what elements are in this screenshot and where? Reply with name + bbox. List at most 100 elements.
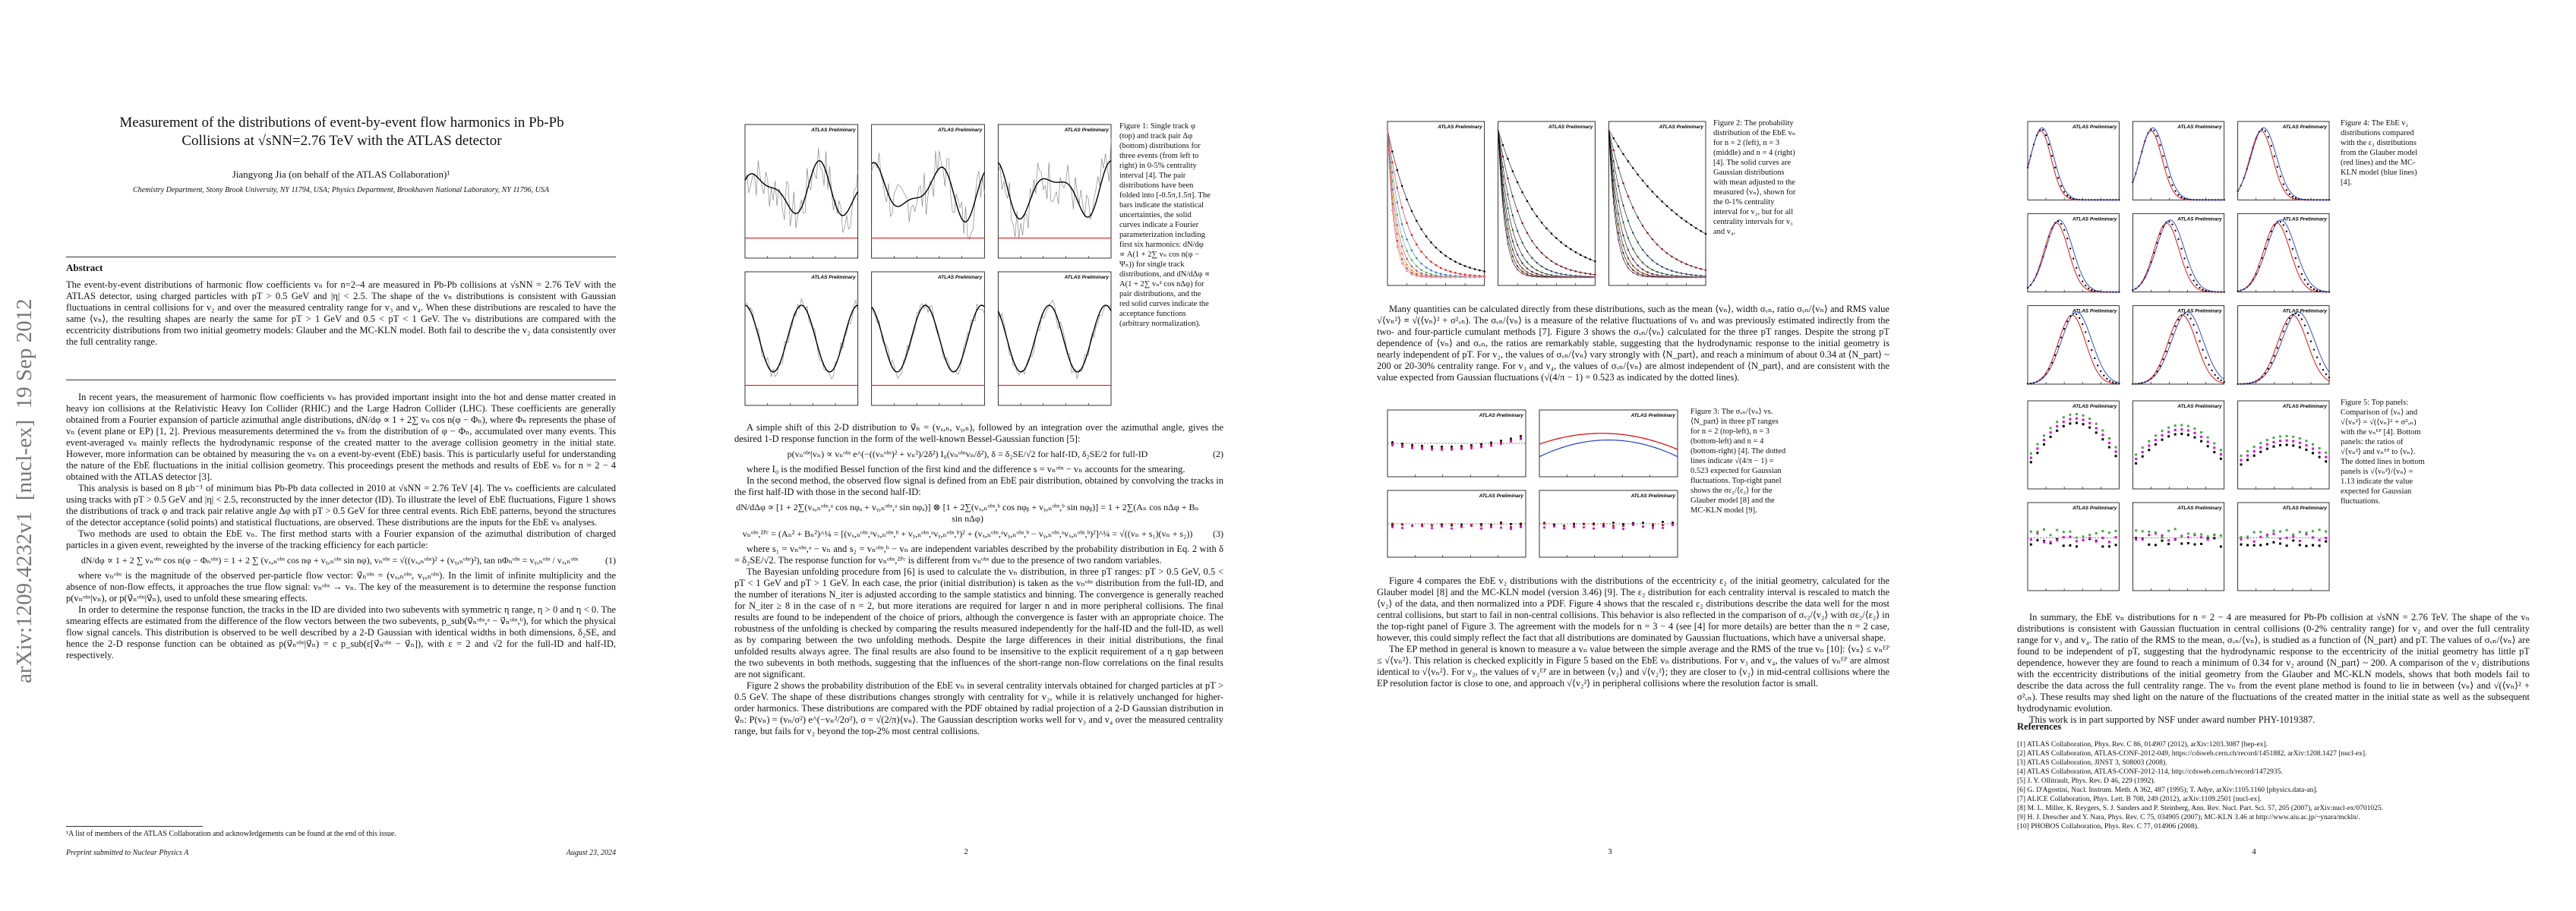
- point: [2200, 536, 2203, 539]
- curve: [2237, 219, 2330, 292]
- reference: [1] ATLAS Collaboration, Phys. Rev. C 86…: [2017, 741, 2268, 749]
- point: [2270, 361, 2272, 364]
- point: [2306, 332, 2309, 334]
- point: [2264, 130, 2266, 132]
- point: [2272, 532, 2275, 535]
- point: [2135, 462, 2138, 465]
- point: [2075, 536, 2078, 539]
- point: [1662, 524, 1664, 527]
- point: [2161, 433, 2164, 437]
- point: [2062, 424, 2065, 427]
- point: [2135, 458, 2138, 461]
- point: [2272, 445, 2275, 448]
- point: [2240, 459, 2243, 462]
- figure-panel: ATLAS Preliminary: [2027, 400, 2120, 490]
- point: [2041, 129, 2044, 131]
- point: [2088, 426, 2091, 429]
- panel-label: ATLAS Preliminary: [2282, 404, 2328, 409]
- body-text: Many quantities can be calculated direct…: [1377, 304, 1889, 383]
- point: [2298, 446, 2301, 449]
- curve: [1387, 129, 1485, 278]
- points: [1386, 128, 1485, 279]
- point: [1500, 443, 1502, 446]
- point: [1642, 525, 1644, 528]
- panel-frame: [1387, 409, 1526, 478]
- equation: vₙᵒᵇˢ,²ᴾᶜ = (Aₙ² + Bₙ²)^¼ = [(vₓ,ₙᵒᵇˢ,ᵃv…: [734, 528, 1223, 540]
- point: [2219, 452, 2222, 456]
- point: [2322, 368, 2325, 371]
- panel-frame: [2027, 305, 2120, 385]
- panel-label: ATLAS Preliminary: [1064, 275, 1110, 280]
- point: [2202, 288, 2204, 291]
- point: [2107, 437, 2110, 440]
- point: [2085, 331, 2087, 333]
- figure: ATLAS Preliminary ATLAS Preliminary ATLAS …: [1387, 409, 1678, 558]
- panel-frame: [2027, 213, 2120, 293]
- point: [2292, 444, 2295, 447]
- point: [1612, 524, 1615, 527]
- figure-panel: ATLAS Preliminary: [997, 124, 1112, 259]
- paragraph: Figure 2 shows the probability distribut…: [734, 680, 1223, 736]
- point: [2186, 424, 2189, 427]
- paragraph: A simple shift of this 2-D distribution …: [734, 422, 1223, 444]
- point: [2318, 544, 2321, 547]
- point: [2298, 544, 2301, 547]
- point: [2206, 445, 2209, 448]
- point: [1612, 526, 1615, 529]
- figure-panel: ATLAS Preliminary: [2132, 305, 2225, 385]
- point: [2062, 544, 2065, 547]
- point: [2196, 331, 2198, 334]
- point: [2167, 543, 2170, 546]
- curve: [2132, 127, 2224, 200]
- points: [1497, 128, 1596, 263]
- curve: [744, 148, 859, 233]
- point: [2318, 456, 2321, 459]
- point: [2101, 536, 2104, 539]
- point: [2219, 534, 2222, 537]
- point: [2285, 536, 2288, 539]
- point: [2075, 540, 2078, 543]
- point: [2219, 545, 2222, 548]
- point: [2223, 380, 2225, 383]
- panel-label: ATLAS Preliminary: [2072, 506, 2117, 511]
- point: [2193, 543, 2196, 546]
- point: [2297, 266, 2300, 268]
- panel-frame: [1608, 121, 1706, 286]
- point: [2196, 284, 2198, 286]
- curve: [1608, 129, 1706, 278]
- point: [2285, 230, 2288, 232]
- paragraph: where vₙᵒᵇˢ is the magnitude of the obse…: [66, 570, 616, 604]
- point: [2082, 414, 2085, 417]
- paragraph: where I₀ is the modified Bessel function…: [747, 464, 1185, 474]
- point: [2199, 340, 2201, 342]
- curve: [2237, 131, 2329, 200]
- figure: ATLAS Preliminary ATLAS Preliminary ATLAS …: [2026, 121, 2331, 386]
- point: [1632, 523, 1634, 526]
- point: [2165, 166, 2167, 169]
- point: [2180, 535, 2183, 538]
- point: [2036, 532, 2039, 535]
- point: [2272, 437, 2275, 440]
- point: [2036, 452, 2039, 455]
- equation-number: (2): [1213, 449, 1223, 459]
- point: [2246, 535, 2249, 538]
- point: [1602, 525, 1605, 528]
- point: [2246, 449, 2249, 452]
- references: [1] ATLAS Collaboration, Phys. Rev. C 86…: [2017, 740, 2530, 831]
- panel-label: ATLAS Preliminary: [2282, 125, 2328, 130]
- point: [2267, 136, 2269, 138]
- panel-frame: [744, 124, 859, 259]
- reference: [2] ATLAS Collaboration, ATLAS-CONF-2012…: [2017, 750, 2367, 758]
- figure-panel: ATLAS Preliminary: [871, 271, 985, 406]
- point: [2148, 444, 2151, 447]
- point: [2047, 143, 2050, 146]
- point: [2082, 280, 2084, 282]
- panel-frame: [2027, 502, 2120, 591]
- point: [2168, 176, 2170, 178]
- panel-frame: [2027, 121, 2120, 200]
- point: [2298, 441, 2301, 444]
- point: [2174, 428, 2177, 431]
- point: [2273, 355, 2275, 357]
- point: [2174, 537, 2177, 541]
- point: [2174, 325, 2177, 327]
